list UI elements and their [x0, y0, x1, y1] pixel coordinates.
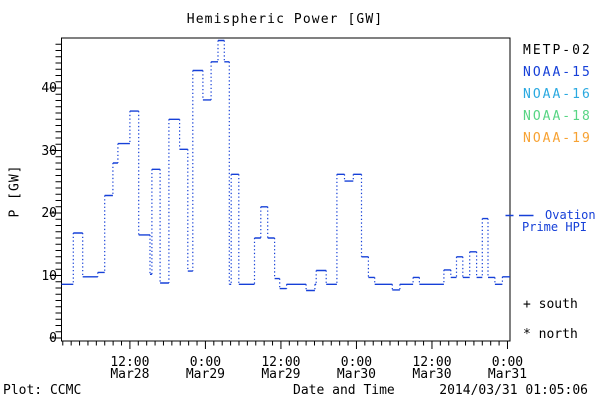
- data-step-verticals: [72, 40, 503, 291]
- x-axis-label: Date and Time: [293, 383, 395, 398]
- axis-ticks: [49, 43, 508, 349]
- asterisk-symbol: *: [523, 327, 531, 342]
- plus-symbol: +: [523, 297, 531, 312]
- y-tick-label-30: 30: [41, 143, 57, 159]
- y-tick-label-0: 0: [49, 331, 57, 346]
- north-label: north: [538, 327, 578, 342]
- line-key-label-line1: Ovation: [545, 208, 596, 222]
- plot-frame: [61, 37, 511, 342]
- x-tick-label-Mar28-12:00: 12:00 Mar28: [110, 355, 150, 382]
- x-tick-label-Mar29-0:00: 0:00 Mar29: [185, 355, 225, 382]
- x-tick-label-Mar29-12:00: 12:00 Mar29: [261, 355, 301, 382]
- y-tick-label-10: 10: [41, 268, 57, 284]
- south-label: south: [538, 297, 578, 312]
- legend-item-noaa-15: NOAA-15: [523, 65, 592, 80]
- x-tick-label-Mar31-0:00: 0:00 Mar31: [487, 355, 528, 382]
- y-tick-label-20: 20: [41, 206, 57, 221]
- x-tick-label-Mar30-0:00: 0:00 Mar30: [336, 355, 377, 382]
- chart-title: Hemispheric Power [GW]: [186, 12, 384, 27]
- north-marker-key: * north: [523, 327, 578, 342]
- line-key-label-line2: Prime HPI: [522, 220, 588, 234]
- data-step-horizontals: [61, 39, 510, 292]
- legend-item-noaa-19: NOAA-19: [523, 131, 592, 146]
- legend-item-noaa-18: NOAA-18: [523, 109, 592, 124]
- south-marker-key: + south: [523, 297, 578, 312]
- legend-item-noaa-16: NOAA-16: [523, 87, 592, 102]
- footer-plot-source: Plot: CCMC: [3, 383, 82, 398]
- x-tick-label-Mar30-12:00: 12:00 Mar30: [412, 355, 452, 382]
- y-tick-label-40: 40: [41, 81, 57, 96]
- footer-timestamp: 2014/03/31 01:05:06: [439, 383, 588, 398]
- legend-item-metp-02: METP-02: [523, 43, 592, 58]
